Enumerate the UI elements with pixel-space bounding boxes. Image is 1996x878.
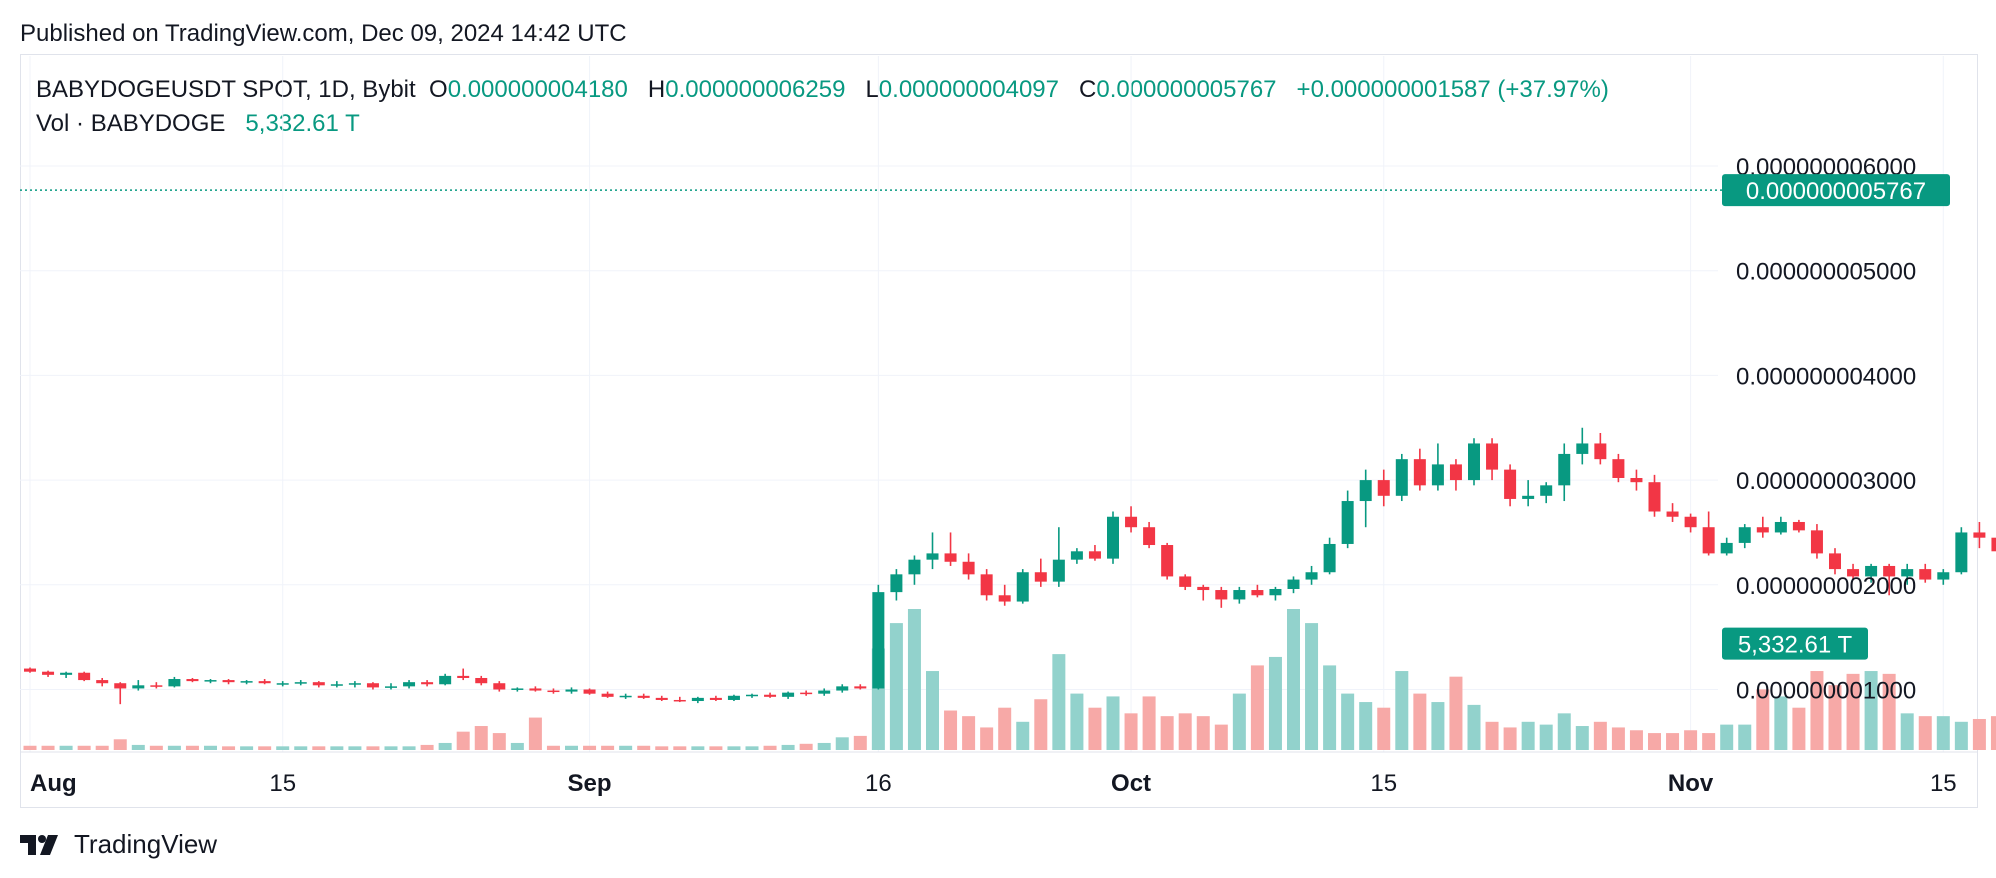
change-value: +0.000000001587 (+37.97%): [1296, 76, 1609, 103]
tradingview-footer[interactable]: TradingView: [20, 829, 217, 860]
volume-bar: [1990, 716, 1996, 750]
low-label: L: [865, 76, 879, 103]
tradingview-logo-icon: [20, 834, 58, 855]
chart-panel: [20, 54, 1978, 808]
high-label: H: [647, 76, 666, 103]
brand-name: TradingView: [74, 829, 218, 859]
low-value: 0.000000004097: [878, 76, 1059, 103]
volume-value: 5,332.61 T: [245, 110, 360, 137]
candle-body: [1991, 537, 1996, 552]
open-label: O: [429, 76, 448, 103]
ohlc-legend: BABYDOGEUSDT SPOT, 1D, Bybit O0.00000000…: [36, 76, 1609, 104]
volume-label[interactable]: Vol · BABYDOGE: [36, 110, 226, 137]
close-value: 0.000000005767: [1096, 76, 1277, 103]
published-note: Published on TradingView.com, Dec 09, 20…: [20, 20, 627, 47]
high-value: 0.000000006259: [665, 76, 846, 103]
volume-legend: Vol · BABYDOGE 5,332.61 T: [36, 110, 360, 138]
symbol-label[interactable]: BABYDOGEUSDT SPOT, 1D, Bybit: [36, 76, 416, 103]
close-label: C: [1079, 76, 1097, 103]
open-value: 0.000000004180: [447, 76, 628, 103]
